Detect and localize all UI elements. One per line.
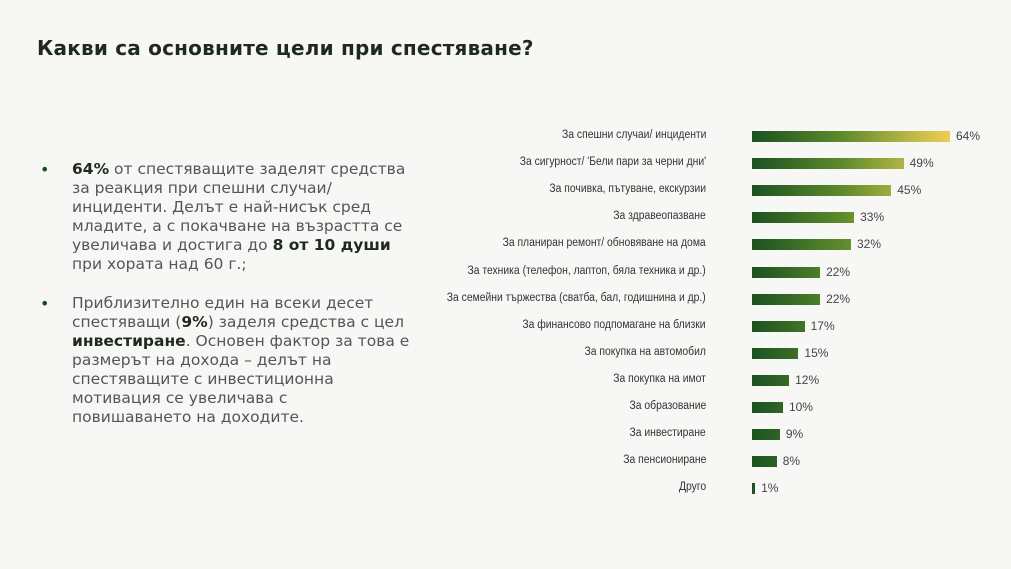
category-label: За пенсиониране bbox=[622, 454, 706, 467]
page-title: Какви са основните цели при спестяване? bbox=[37, 36, 534, 60]
bullet-text: от спестяващите заделят средства за реак… bbox=[72, 160, 406, 254]
category-label: За техника (телефон, лаптоп, бяла техник… bbox=[467, 264, 706, 277]
bullet-dot-icon: • bbox=[40, 294, 50, 313]
data-label: 64% bbox=[956, 129, 981, 143]
data-label: 9% bbox=[785, 427, 804, 442]
bar-row: За сигурност/ 'Бели пари за черни дни' 49… bbox=[0, 154, 1011, 174]
bar bbox=[752, 374, 790, 386]
bar bbox=[752, 402, 783, 413]
bullet-list: • 64% от спестяващите заделят средства за… bbox=[40, 160, 410, 447]
category-label: За семейни тържества (сватба, бал, годиш… bbox=[447, 291, 706, 304]
bullet-highlight: 9% bbox=[181, 313, 208, 331]
category-label: За покупка на автомобил bbox=[584, 345, 706, 358]
data-label: 22% bbox=[826, 264, 851, 279]
data-label: 17% bbox=[810, 318, 835, 333]
bar-row: Друго 1% bbox=[0, 479, 1011, 499]
bar-row: За спешни случаи/ инциденти 64% bbox=[0, 127, 1011, 147]
bullet-item: • 64% от спестяващите заделят средства за… bbox=[40, 160, 410, 274]
data-label: 45% bbox=[897, 183, 922, 198]
data-label: 8% bbox=[782, 454, 801, 469]
bar bbox=[752, 483, 756, 495]
bar bbox=[752, 456, 777, 468]
bar bbox=[752, 320, 805, 332]
bullet-item: • Приблизително един на всеки десет спест… bbox=[40, 294, 410, 427]
bar-row: За планиран ремонт/ обновяване на дома 32… bbox=[0, 235, 1011, 255]
category-label: За почивка, пътуване, екскурзии bbox=[549, 183, 706, 196]
bullet-dot-icon: • bbox=[40, 160, 50, 179]
bar bbox=[752, 239, 851, 251]
bar-row: За покупка на имот 12% bbox=[0, 371, 1011, 391]
bar-row: За инвестиране 9% bbox=[0, 425, 1011, 445]
bullet-text: при хората над 60 г.; bbox=[72, 255, 247, 273]
bar bbox=[752, 266, 821, 278]
category-label: За спешни случаи/ инциденти bbox=[561, 129, 706, 141]
bar bbox=[752, 158, 904, 170]
category-label: За образование bbox=[629, 400, 706, 412]
data-label: 32% bbox=[857, 237, 882, 252]
data-label: 22% bbox=[826, 291, 851, 306]
bar bbox=[752, 429, 780, 441]
data-label: 1% bbox=[761, 481, 779, 496]
bar-row: За здравеопазване 33% bbox=[0, 208, 1011, 228]
bar bbox=[752, 131, 950, 142]
data-label: 49% bbox=[909, 156, 934, 171]
bar-row: За пенсиониране 8% bbox=[0, 452, 1011, 472]
category-label: За инвестиране bbox=[629, 427, 706, 440]
data-label: 10% bbox=[788, 400, 813, 414]
bar bbox=[752, 212, 855, 224]
bullet-highlight: инвестиране bbox=[72, 332, 186, 350]
bar-row: За техника (телефон, лаптоп, бяла техник… bbox=[0, 263, 1011, 283]
bullet-text: . Основен фактор за това е размерът на д… bbox=[72, 332, 410, 426]
bar-row: За образование 10% bbox=[0, 398, 1011, 418]
bar-row: За покупка на автомобил 15% bbox=[0, 344, 1011, 364]
bar-row: За финансово подпомагане на близки 17% bbox=[0, 317, 1011, 337]
data-label: 33% bbox=[860, 210, 885, 225]
bullet-text: ) заделя средства с цел bbox=[207, 313, 404, 331]
category-label: За покупка на имот bbox=[613, 372, 706, 385]
bar bbox=[752, 185, 892, 197]
bullet-highlight: 64% bbox=[72, 160, 110, 178]
bullet-highlight: 8 от 10 души bbox=[272, 236, 391, 254]
category-label: За сигурност/ 'Бели пари за черни дни' bbox=[519, 156, 706, 169]
bar-row: За семейни тържества (сватба, бал, годиш… bbox=[0, 290, 1011, 310]
category-label: За финансово подпомагане на близки bbox=[522, 318, 706, 331]
bullet-text: Приблизително един на всеки десет спестя… bbox=[72, 294, 374, 331]
data-label: 15% bbox=[804, 345, 829, 360]
category-label: За здравеопазване bbox=[613, 210, 706, 223]
bar bbox=[752, 293, 821, 305]
category-label: Друго bbox=[678, 481, 706, 494]
bar-row: За почивка, пътуване, екскурзии 45% bbox=[0, 181, 1011, 201]
bar bbox=[752, 347, 799, 359]
data-label: 12% bbox=[795, 372, 820, 387]
category-label: За планиран ремонт/ обновяване на дома bbox=[502, 237, 706, 250]
